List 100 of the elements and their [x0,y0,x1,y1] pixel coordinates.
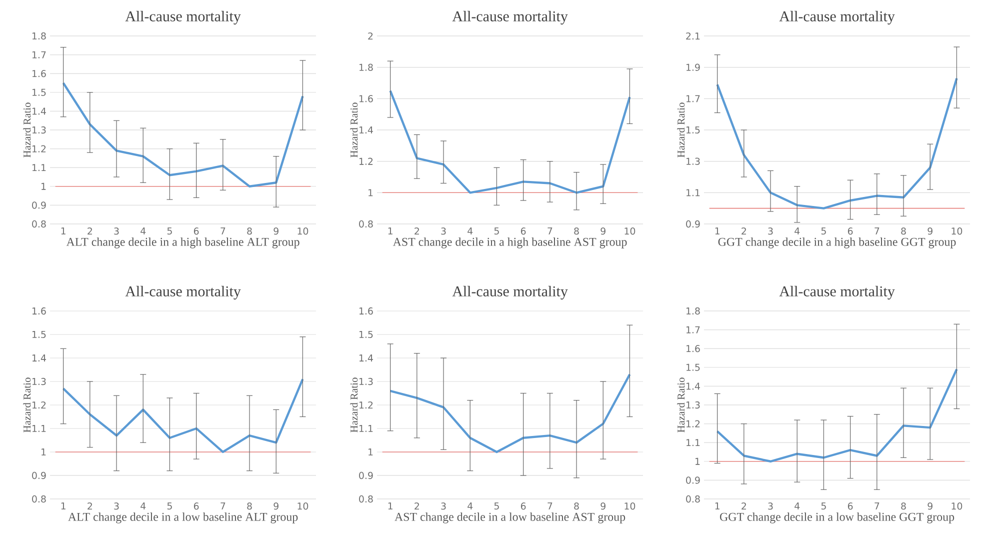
x-tick-label: 7 [548,502,552,510]
x-tick-label: 4 [794,227,800,234]
x-tick-label: 1 [388,227,392,234]
y-tick-label: 1.1 [686,189,700,196]
x-tick-label: 1 [61,502,66,510]
y-tick-label: 0.9 [32,202,46,209]
y-tick-label: 0.8 [686,495,700,503]
line-series [62,82,304,188]
x-tick-label: 5 [821,502,826,510]
x-tick-label: 1 [388,502,392,510]
line-series [389,373,631,454]
y-axis-title: Hazard Ratio [23,102,31,158]
y-tick-label: 1.3 [686,158,700,165]
x-tick-label: 9 [600,227,606,235]
x-tick-label: 7 [874,227,880,234]
y-tick-label: 1.3 [32,378,46,386]
y-tick-label: 1 [42,448,46,456]
x-tick-label: 8 [574,227,579,235]
y-axis-title: Hazard Ratio [350,102,358,158]
x-tick-label: 6 [520,502,526,510]
x-tick-label: 7 [220,227,226,234]
y-tick-label: 1.2 [359,158,373,165]
y-tick-label: 1.7 [686,95,700,102]
y-tick-label: 0.9 [686,476,700,484]
x-tick-label: 5 [494,502,499,510]
y-tick-label: 1.1 [686,439,700,446]
x-tick-label: 9 [928,502,932,510]
x-tick-label: 6 [848,502,853,510]
y-tick-label: 0.9 [359,472,373,480]
y-tick-label: 1.6 [359,95,373,102]
x-tick-label: 1 [61,227,66,234]
y-tick-label: 1.4 [359,354,373,362]
y-axis-title: Hazard Ratio [350,378,358,432]
x-tick-label: 5 [494,227,499,235]
chart-title: All-cause mortality [779,286,895,300]
x-tick-label: 7 [548,227,552,234]
y-tick-label: 1 [368,448,373,456]
y-tick-label: 1.5 [359,330,373,338]
x-tick-label: 4 [468,227,473,234]
y-tick-label: 1.5 [32,88,46,96]
x-tick-label: 8 [574,502,579,510]
x-tick-label: 4 [468,502,473,510]
chart-title: All-cause mortality [779,10,895,24]
chart-title: All-cause mortality [125,286,241,300]
y-tick-label: 1.4 [32,108,46,115]
x-tick-label: 3 [114,227,119,235]
x-axis-title: GGT change decile in a high baseline GGT group [718,238,956,248]
y-tick-label: 1.7 [32,51,46,58]
x-tick-label: 10 [952,227,962,235]
y-tick-label: 1 [42,182,46,190]
line-series [62,378,304,454]
x-tick-label: 6 [520,227,526,235]
chart-title: All-cause mortality [452,286,568,300]
x-tick-label: 4 [794,502,800,510]
y-tick-label: 1.1 [32,164,46,172]
y-tick-label: 2 [368,32,373,40]
y-tick-label: 1.6 [359,307,373,315]
x-tick-label: 7 [874,502,880,510]
y-axis-title: Hazard Ratio [23,378,31,432]
y-tick-label: 1.7 [686,326,700,334]
y-tick-label: 1.8 [359,64,373,71]
y-tick-label: 1.5 [686,364,700,371]
x-tick-label: 9 [600,502,606,510]
y-tick-label: 1.8 [686,307,700,315]
x-axis-title: AST change decile in a low baseline AST group [394,512,626,524]
x-tick-label: 7 [220,502,226,510]
x-axis-title: ALT change decile in a low baseline ALT group [68,512,298,524]
y-tick-label: 1 [368,189,373,196]
y-tick-label: 0.9 [32,472,46,480]
x-tick-label: 6 [194,227,199,235]
y-tick-label: 0.8 [359,495,373,503]
y-tick-label: 1.3 [686,401,700,409]
y-tick-label: 1.1 [359,425,373,432]
y-tick-label: 1 [696,458,700,465]
x-tick-label: 8 [901,227,906,235]
y-tick-label: 1.4 [359,126,373,134]
x-tick-label: 6 [194,502,199,510]
x-tick-label: 3 [768,502,773,510]
x-tick-label: 3 [441,502,446,510]
chart-title: All-cause mortality [125,10,241,24]
y-tick-label: 1.6 [686,345,700,352]
y-tick-label: 0.8 [32,495,46,503]
y-tick-label: 1.2 [32,145,46,152]
y-tick-label: 0.9 [686,220,700,228]
y-tick-label: 1.4 [686,382,700,390]
y-tick-label: 1.2 [686,420,700,428]
x-axis-title: ALT change decile in a high baseline ALT group [66,238,300,248]
x-tick-label: 4 [140,227,146,234]
x-tick-label: 2 [414,227,419,235]
line-series [389,90,631,194]
y-tick-label: 1.2 [32,401,46,408]
y-axis-title: Hazard Ratio [677,102,685,158]
y-tick-label: 1.5 [686,126,700,134]
x-tick-label: 5 [821,227,826,235]
x-tick-label: 10 [624,502,636,510]
x-tick-label: 1 [715,227,720,234]
y-tick-label: 2.1 [686,32,700,40]
x-tick-label: 9 [928,227,932,235]
x-tick-label: 9 [274,502,278,510]
x-tick-label: 10 [952,502,962,510]
